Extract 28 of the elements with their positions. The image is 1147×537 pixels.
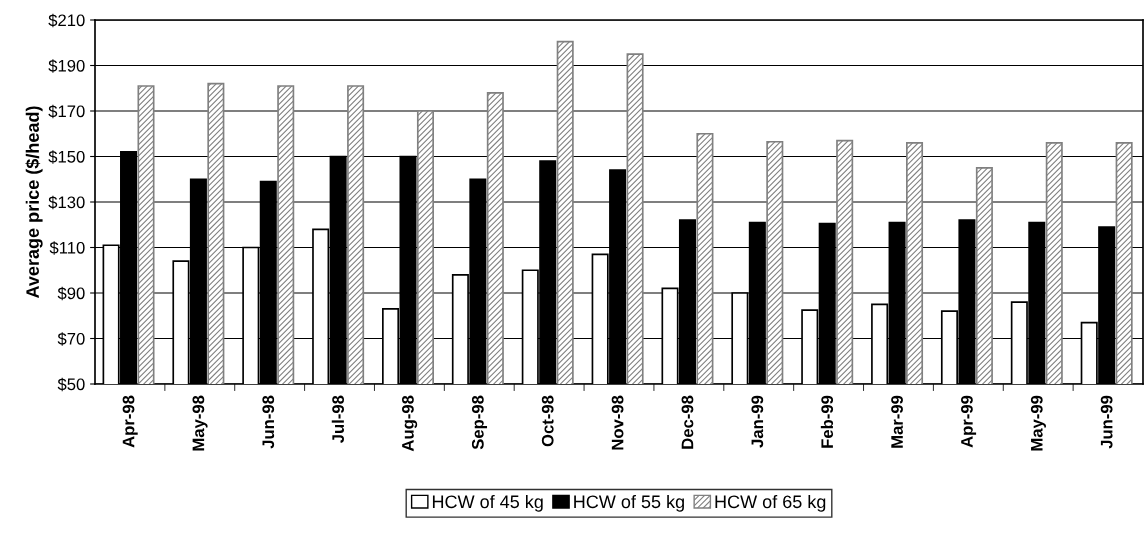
x-tick-label: Feb-99 [820, 395, 834, 448]
x-tick-label: Oct-98 [541, 395, 554, 447]
y-tick-label: $210 [48, 13, 85, 28]
x-tick-label: Jun-98 [262, 395, 275, 449]
y-tick-label: $190 [48, 59, 85, 73]
x-tick-label: Nov-98 [611, 395, 624, 450]
x-tick-label: Sep-98 [471, 395, 488, 450]
y-tick-label: $110 [49, 241, 85, 255]
x-tick-label: Mar-99 [891, 395, 903, 448]
legend-label: HCW of 45 kg [432, 494, 543, 512]
y-tick-label: $130 [48, 195, 85, 210]
x-tick-label: Jun-99 [1100, 395, 1113, 449]
x-tick-label: May-98 [192, 395, 208, 451]
y-tick-label: $50 [57, 377, 85, 392]
y-axis-title: Average price ($/head) [25, 106, 43, 299]
y-tick-label: $150 [48, 150, 85, 164]
y-tick-label: $70 [57, 332, 85, 346]
x-tick-label: May-99 [1030, 395, 1046, 451]
x-tick-label: Jan-99 [751, 395, 764, 448]
x-tick-label: Apr-98 [122, 395, 138, 448]
legend-label: HCW of 55 kg [574, 494, 684, 512]
x-tick-label: Apr-99 [961, 395, 977, 448]
x-tick-label: Aug-98 [402, 395, 418, 452]
y-tick-label: $170 [48, 104, 85, 119]
legend-label: HCW of 65 kg [715, 494, 826, 512]
x-tick-label: Dec-98 [681, 395, 694, 449]
y-tick-label: $90 [57, 286, 85, 301]
x-tick-label: Jul-98 [331, 395, 345, 444]
